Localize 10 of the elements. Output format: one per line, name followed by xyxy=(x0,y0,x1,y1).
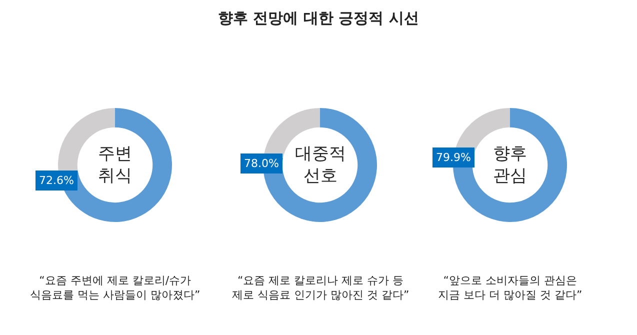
chart-title: 향후 전망에 대한 긍정적 시선 xyxy=(218,9,419,27)
text: 향후 관심 xyxy=(493,144,527,186)
data-label: 78.0% xyxy=(244,157,279,170)
data-label: 79.9% xyxy=(436,151,471,164)
text: 대중적 선호 xyxy=(295,144,346,186)
text: “앞으로 소비자들의 관심은 지금 보다 더 많아질 것 같다” xyxy=(438,274,582,302)
text: “요즘 주변에 제로 칼로리/슈가 식음료를 먹는 사람들이 많아졌다” xyxy=(30,274,200,302)
text: 주변 취식 xyxy=(98,144,132,186)
data-label: 72.6% xyxy=(39,174,74,187)
text: “요즘 제로 칼로리나 제로 슈가 등 제로 식음료 인기가 많아진 것 같다” xyxy=(232,274,410,302)
